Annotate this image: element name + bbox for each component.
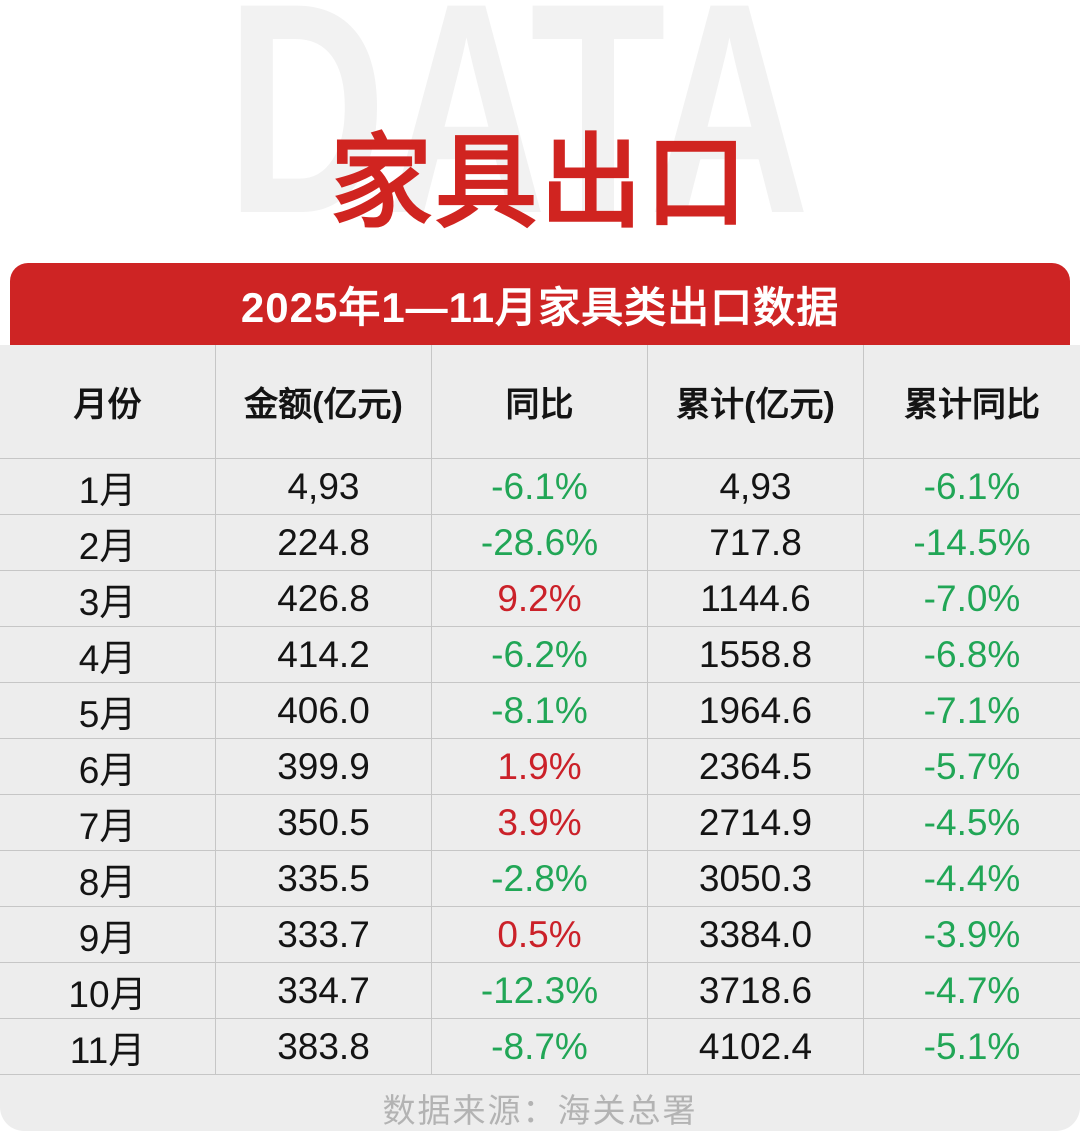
cumulative-yoy-cell: -4.7% bbox=[923, 969, 1021, 1011]
cumulative-cell: 717.8 bbox=[648, 515, 864, 570]
cumulative-cell: 3718.6 bbox=[648, 963, 864, 1018]
cumulative-yoy-cell: -3.9% bbox=[923, 913, 1021, 955]
subtitle-banner: 2025年1—11月家具类出口数据 bbox=[10, 263, 1070, 345]
amount-cell: 426.8 bbox=[216, 571, 432, 626]
cumulative-yoy-cell: -7.0% bbox=[923, 577, 1021, 619]
page-title: 家具出口 bbox=[330, 126, 750, 240]
yoy-cell: 9.2% bbox=[432, 571, 648, 626]
yoy-cell: -2.8% bbox=[432, 851, 648, 906]
data-source-text: 数据来源：海关总署 bbox=[382, 1092, 698, 1129]
cumulative-yoy-cell: -4.5% bbox=[923, 801, 1021, 843]
amount-cell: 334.7 bbox=[216, 963, 432, 1018]
header-cumulative-yoy: 累计同比 bbox=[904, 386, 1040, 424]
yoy-cell: -6.1% bbox=[432, 459, 648, 514]
cumulative-yoy-cell: -4.4% bbox=[923, 857, 1021, 899]
table-body: 1月 4,93 -6.1% 4,93 -6.1% 2月 224.8 -28.6% 717.8 -1… bbox=[0, 458, 1080, 1075]
yoy-cell: -12.3% bbox=[432, 963, 648, 1018]
amount-cell: 335.5 bbox=[216, 851, 432, 906]
month-cell: 4月 bbox=[0, 627, 216, 682]
cumulative-yoy-cell: -6.1% bbox=[923, 465, 1021, 507]
cumulative-yoy-cell: -6.8% bbox=[923, 633, 1021, 675]
amount-cell: 4,93 bbox=[216, 459, 432, 514]
header-month: 月份 bbox=[0, 345, 216, 458]
cumulative-cell: 2364.5 bbox=[648, 739, 864, 794]
cumulative-cell: 2714.9 bbox=[648, 795, 864, 850]
cumulative-cell: 1144.6 bbox=[648, 571, 864, 626]
amount-cell: 414.2 bbox=[216, 627, 432, 682]
background-watermark-text: DATA bbox=[226, 0, 810, 276]
month-cell: 9月 bbox=[0, 907, 216, 962]
amount-cell: 406.0 bbox=[216, 683, 432, 738]
amount-cell: 350.5 bbox=[216, 795, 432, 850]
cumulative-yoy-cell: -7.1% bbox=[923, 689, 1021, 731]
month-cell: 2月 bbox=[0, 515, 216, 570]
month-cell: 11月 bbox=[0, 1019, 216, 1074]
table-row: 5月 406.0 -8.1% 1964.6 -7.1% bbox=[0, 682, 1080, 738]
yoy-cell: -8.7% bbox=[432, 1019, 648, 1074]
month-cell: 8月 bbox=[0, 851, 216, 906]
cumulative-cell: 1558.8 bbox=[648, 627, 864, 682]
month-cell: 6月 bbox=[0, 739, 216, 794]
table-row: 9月 333.7 0.5% 3384.0 -3.9% bbox=[0, 906, 1080, 962]
cumulative-cell: 3384.0 bbox=[648, 907, 864, 962]
table-row: 4月 414.2 -6.2% 1558.8 -6.8% bbox=[0, 626, 1080, 682]
table-row: 1月 4,93 -6.1% 4,93 -6.1% bbox=[0, 458, 1080, 514]
table-row: 11月 383.8 -8.7% 4102.4 -5.1% bbox=[0, 1018, 1080, 1074]
amount-cell: 383.8 bbox=[216, 1019, 432, 1074]
month-cell: 1月 bbox=[0, 459, 216, 514]
data-table-panel: 月份 金额(亿元) 同比 累计(亿元) 累计同比 1月 4,93 -6.1% 4,93… bbox=[0, 345, 1080, 1131]
cumulative-cell: 3050.3 bbox=[648, 851, 864, 906]
cumulative-cell: 4,93 bbox=[648, 459, 864, 514]
table-header-row: 月份 金额(亿元) 同比 累计(亿元) 累计同比 bbox=[0, 345, 1080, 458]
month-cell: 10月 bbox=[0, 963, 216, 1018]
table-row: 6月 399.9 1.9% 2364.5 -5.7% bbox=[0, 738, 1080, 794]
yoy-cell: 3.9% bbox=[432, 795, 648, 850]
yoy-cell: 1.9% bbox=[432, 739, 648, 794]
table-row: 8月 335.5 -2.8% 3050.3 -4.4% bbox=[0, 850, 1080, 906]
table-row: 7月 350.5 3.9% 2714.9 -4.5% bbox=[0, 794, 1080, 850]
month-cell: 3月 bbox=[0, 571, 216, 626]
yoy-cell: 0.5% bbox=[432, 907, 648, 962]
yoy-cell: -8.1% bbox=[432, 683, 648, 738]
cumulative-cell: 4102.4 bbox=[648, 1019, 864, 1074]
month-cell: 5月 bbox=[0, 683, 216, 738]
table-row: 3月 426.8 9.2% 1144.6 -7.0% bbox=[0, 570, 1080, 626]
table-row: 10月 334.7 -12.3% 3718.6 -4.7% bbox=[0, 962, 1080, 1018]
subtitle-banner-text: 2025年1—11月家具类出口数据 bbox=[240, 283, 840, 331]
amount-cell: 224.8 bbox=[216, 515, 432, 570]
yoy-cell: -6.2% bbox=[432, 627, 648, 682]
table-row: 2月 224.8 -28.6% 717.8 -14.5% bbox=[0, 514, 1080, 570]
cumulative-yoy-cell: -14.5% bbox=[913, 521, 1031, 563]
amount-cell: 399.9 bbox=[216, 739, 432, 794]
yoy-cell: -28.6% bbox=[432, 515, 648, 570]
cumulative-yoy-cell: -5.1% bbox=[923, 1025, 1021, 1067]
month-cell: 7月 bbox=[0, 795, 216, 850]
cumulative-yoy-cell: -5.7% bbox=[923, 745, 1021, 787]
header-cumulative: 累计(亿元) bbox=[648, 345, 864, 458]
header-yoy: 同比 bbox=[432, 345, 648, 458]
cumulative-cell: 1964.6 bbox=[648, 683, 864, 738]
header-amount: 金额(亿元) bbox=[216, 345, 432, 458]
amount-cell: 333.7 bbox=[216, 907, 432, 962]
